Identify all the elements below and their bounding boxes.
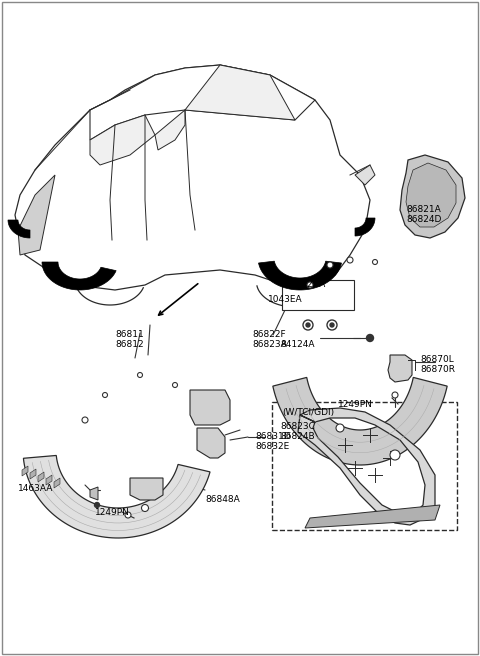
Polygon shape: [298, 408, 435, 525]
Polygon shape: [406, 163, 456, 227]
Polygon shape: [273, 377, 447, 465]
Polygon shape: [8, 220, 30, 238]
Circle shape: [306, 323, 310, 327]
Polygon shape: [46, 475, 52, 485]
Text: 86831D
86832E: 86831D 86832E: [255, 432, 290, 451]
Polygon shape: [22, 466, 28, 476]
Text: 1463AA: 1463AA: [18, 484, 53, 493]
Circle shape: [392, 392, 398, 398]
Circle shape: [125, 512, 131, 518]
Polygon shape: [259, 261, 341, 290]
Circle shape: [327, 262, 333, 268]
Circle shape: [347, 257, 353, 263]
Text: 86821A
86824D: 86821A 86824D: [406, 205, 442, 224]
Polygon shape: [90, 65, 315, 140]
Circle shape: [336, 424, 344, 432]
Polygon shape: [155, 110, 185, 150]
Text: 1249PN: 1249PN: [95, 508, 130, 517]
Text: 1042AA: 1042AA: [291, 280, 326, 289]
Text: 1249PN: 1249PN: [337, 400, 372, 409]
Polygon shape: [24, 455, 210, 538]
Text: 1043EA: 1043EA: [268, 295, 302, 304]
Text: 86822F
86823A: 86822F 86823A: [252, 330, 287, 350]
Circle shape: [327, 320, 337, 330]
Text: 86811
86812: 86811 86812: [115, 330, 144, 350]
Text: (W/TCI/GDI): (W/TCI/GDI): [282, 408, 334, 417]
Bar: [272, 402, 457, 530]
Polygon shape: [190, 390, 230, 425]
Circle shape: [103, 392, 108, 398]
Text: 84124A: 84124A: [280, 340, 314, 349]
Polygon shape: [185, 65, 295, 120]
Polygon shape: [42, 262, 116, 290]
Circle shape: [142, 504, 148, 512]
Circle shape: [172, 382, 178, 388]
Polygon shape: [18, 175, 55, 255]
Circle shape: [303, 320, 313, 330]
Polygon shape: [30, 469, 36, 479]
Polygon shape: [38, 472, 44, 482]
Circle shape: [95, 502, 99, 508]
Circle shape: [307, 282, 313, 288]
Circle shape: [82, 417, 88, 423]
Polygon shape: [197, 428, 225, 458]
Polygon shape: [90, 487, 98, 500]
Circle shape: [137, 373, 143, 377]
Polygon shape: [355, 165, 375, 185]
Circle shape: [330, 323, 334, 327]
Polygon shape: [400, 155, 465, 238]
Polygon shape: [54, 478, 60, 488]
Text: 86823C
86824B: 86823C 86824B: [280, 422, 315, 441]
Bar: [282, 280, 354, 310]
Polygon shape: [130, 478, 163, 500]
Circle shape: [372, 260, 377, 264]
Polygon shape: [15, 65, 370, 290]
Polygon shape: [388, 355, 412, 382]
Text: 86848A: 86848A: [205, 495, 240, 504]
Polygon shape: [90, 115, 155, 165]
Polygon shape: [355, 218, 375, 236]
Polygon shape: [305, 505, 440, 528]
Text: 86870L
86870R: 86870L 86870R: [420, 355, 455, 375]
Circle shape: [367, 335, 373, 342]
Circle shape: [390, 450, 400, 460]
